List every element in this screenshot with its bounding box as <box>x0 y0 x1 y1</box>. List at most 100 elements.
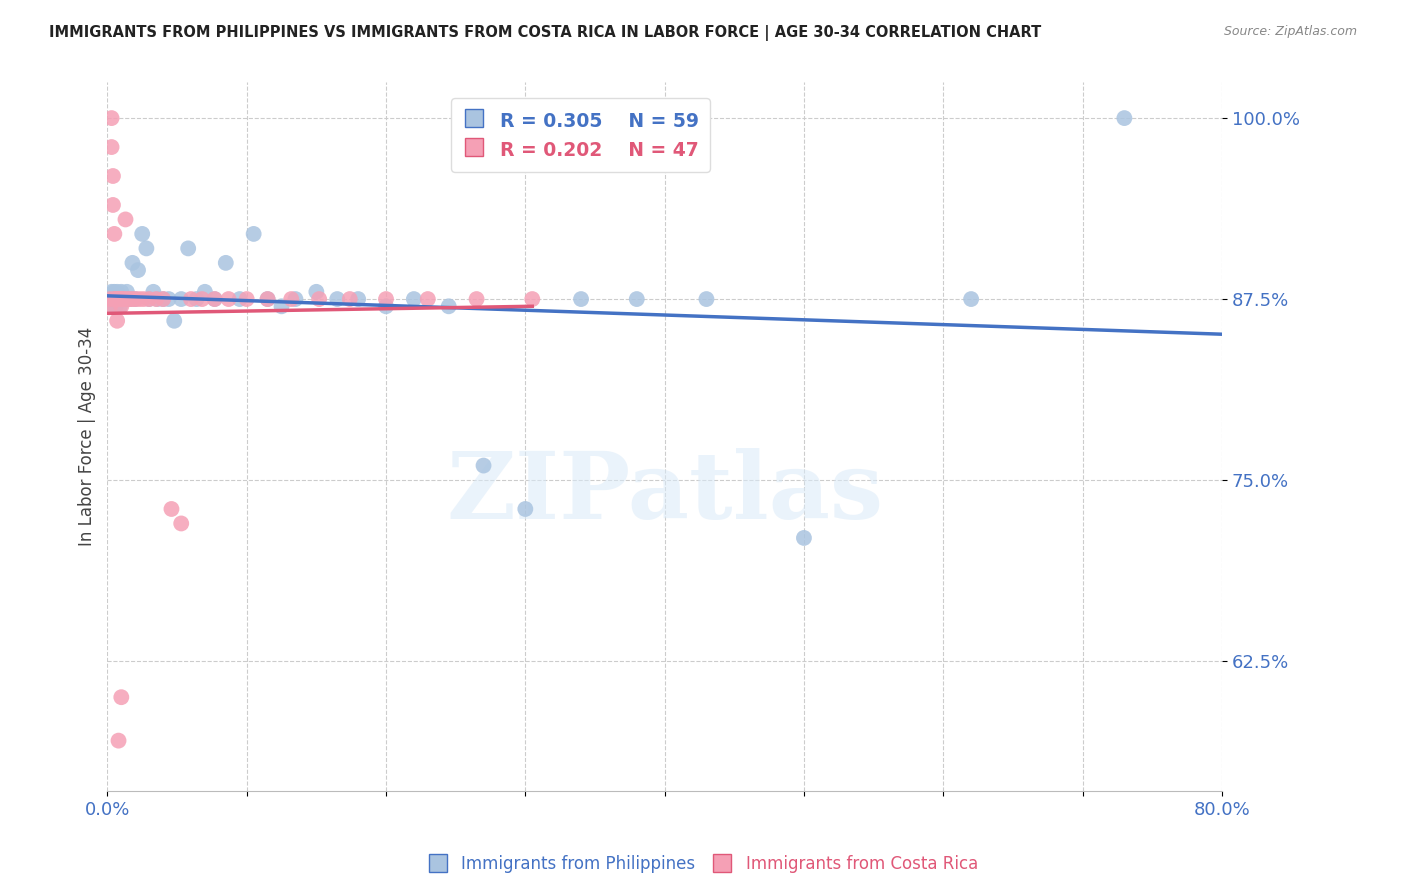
Point <box>626 292 648 306</box>
Point <box>145 292 167 306</box>
Point <box>112 292 135 306</box>
Point <box>110 292 132 306</box>
Point <box>105 285 128 299</box>
Y-axis label: In Labor Force | Age 30-34: In Labor Force | Age 30-34 <box>79 327 96 546</box>
Point <box>114 212 136 227</box>
Point <box>104 292 127 306</box>
Point <box>117 292 139 306</box>
Point <box>146 292 169 306</box>
Point <box>191 292 214 306</box>
Legend: Immigrants from Philippines, Immigrants from Costa Rica: Immigrants from Philippines, Immigrants … <box>422 848 984 880</box>
Text: IMMIGRANTS FROM PHILIPPINES VS IMMIGRANTS FROM COSTA RICA IN LABOR FORCE | AGE 3: IMMIGRANTS FROM PHILIPPINES VS IMMIGRANT… <box>49 25 1042 41</box>
Point <box>157 292 180 306</box>
Point <box>101 169 124 183</box>
Point <box>793 531 815 545</box>
Point <box>110 690 132 705</box>
Point <box>152 292 174 306</box>
Point <box>108 292 131 306</box>
Point <box>194 285 217 299</box>
Point <box>103 227 125 241</box>
Point <box>98 292 121 306</box>
Point <box>960 292 983 306</box>
Text: ZIPatlas: ZIPatlas <box>446 449 883 539</box>
Point <box>111 292 134 306</box>
Point <box>465 292 488 306</box>
Point <box>114 292 136 306</box>
Point <box>98 292 121 306</box>
Point <box>131 227 153 241</box>
Point <box>695 292 717 306</box>
Point <box>101 198 124 212</box>
Point <box>118 292 141 306</box>
Point <box>215 256 238 270</box>
Point <box>107 733 129 747</box>
Point <box>270 299 292 313</box>
Point <box>103 285 125 299</box>
Point <box>256 292 278 306</box>
Point <box>305 285 328 299</box>
Point <box>101 299 124 313</box>
Point <box>110 285 132 299</box>
Point <box>326 292 349 306</box>
Point <box>142 285 165 299</box>
Point <box>242 227 264 241</box>
Point <box>121 292 143 306</box>
Point <box>112 292 135 306</box>
Point <box>108 292 131 306</box>
Point <box>170 516 193 531</box>
Point <box>229 292 252 306</box>
Point <box>180 292 202 306</box>
Point <box>569 292 592 306</box>
Point <box>107 292 129 306</box>
Point <box>204 292 226 306</box>
Point <box>132 292 155 306</box>
Text: Source: ZipAtlas.com: Source: ZipAtlas.com <box>1223 25 1357 38</box>
Point <box>416 292 439 306</box>
Point <box>160 502 183 516</box>
Point <box>170 292 193 306</box>
Point <box>107 292 129 306</box>
Point <box>128 292 150 306</box>
Point <box>308 292 330 306</box>
Point <box>235 292 257 306</box>
Point <box>515 502 537 516</box>
Legend: R = 0.305    N = 59, R = 0.202    N = 47: R = 0.305 N = 59, R = 0.202 N = 47 <box>451 98 710 171</box>
Point <box>256 292 278 306</box>
Point <box>375 292 398 306</box>
Point <box>108 292 131 306</box>
Point <box>107 292 129 306</box>
Point <box>101 292 124 306</box>
Point <box>115 285 138 299</box>
Point <box>110 292 132 306</box>
Point <box>138 292 160 306</box>
Point <box>103 292 125 306</box>
Point <box>177 241 200 255</box>
Point <box>104 299 127 313</box>
Point <box>105 292 128 306</box>
Point <box>124 292 146 306</box>
Point <box>105 292 128 306</box>
Point <box>98 299 121 313</box>
Point <box>100 111 122 125</box>
Point <box>110 299 132 313</box>
Point <box>347 292 370 306</box>
Point <box>280 292 302 306</box>
Point <box>100 292 122 306</box>
Point <box>1114 111 1136 125</box>
Point <box>127 263 149 277</box>
Point <box>522 292 544 306</box>
Point <box>108 299 131 313</box>
Point <box>375 299 398 313</box>
Point <box>472 458 495 473</box>
Point <box>186 292 208 306</box>
Point <box>107 292 129 306</box>
Point <box>103 292 125 306</box>
Point <box>124 292 146 306</box>
Point <box>105 314 128 328</box>
Point <box>138 292 160 306</box>
Point <box>402 292 425 306</box>
Point <box>121 256 143 270</box>
Point <box>163 314 186 328</box>
Point <box>284 292 307 306</box>
Point <box>152 292 174 306</box>
